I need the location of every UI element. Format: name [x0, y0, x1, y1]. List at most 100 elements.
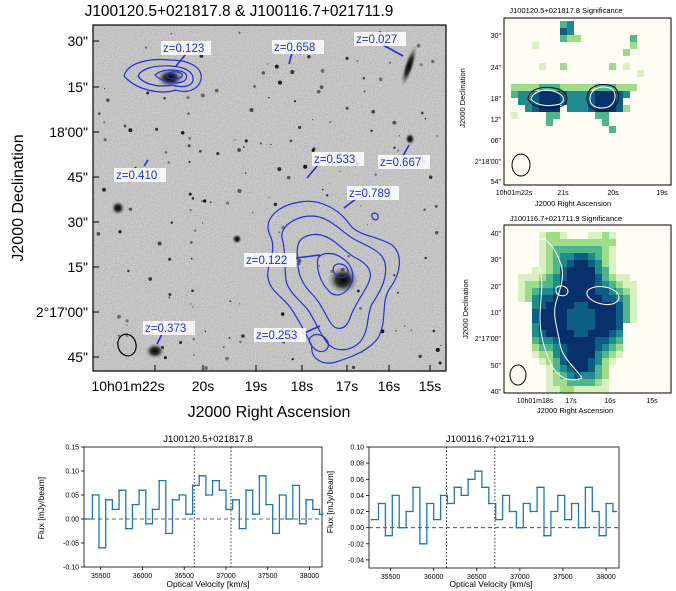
main-y-tick-label: 30"	[67, 33, 88, 49]
sig2-frame	[503, 224, 672, 394]
spectrum-point	[278, 494, 281, 496]
main-y-tick-label: 18'00"	[49, 124, 88, 140]
galaxy-left-edge	[111, 201, 125, 215]
spectrum-point	[460, 494, 463, 497]
galaxy-mid	[232, 234, 242, 244]
star	[191, 289, 194, 293]
significance-cell	[602, 372, 609, 379]
spectrum-point	[198, 474, 201, 477]
significance-cell	[630, 42, 637, 49]
significance-cell	[511, 84, 518, 91]
sig2-y-tick-label: 30"	[491, 257, 502, 264]
spectrum-point	[515, 526, 518, 529]
significance-cell	[567, 239, 574, 246]
significance-cell	[623, 302, 630, 309]
significance-cell	[581, 84, 588, 91]
significance-cell	[588, 330, 595, 337]
star	[356, 60, 359, 62]
significance-cell	[511, 112, 518, 119]
significance-cell	[567, 28, 574, 35]
significance-cell	[553, 295, 560, 302]
star	[192, 337, 195, 341]
significance-cell	[581, 316, 588, 323]
significance-cell	[602, 309, 609, 316]
significance-cell	[553, 232, 560, 239]
y-tick-label: 0.06	[350, 477, 364, 484]
significance-cell	[560, 21, 567, 28]
significance-cell	[574, 323, 581, 330]
spectrum-point	[487, 502, 490, 505]
sig2-x-tick-label: 17s	[565, 398, 577, 405]
significance-cell	[588, 274, 595, 281]
significance-cell	[595, 365, 602, 372]
spectrum-point	[151, 508, 154, 511]
significance-cell	[560, 379, 567, 386]
star	[312, 118, 314, 121]
significance-cell	[616, 91, 623, 98]
redshift-label: z=0.122	[246, 255, 287, 267]
significance-cell	[560, 365, 567, 372]
spectrum-point	[584, 486, 587, 489]
star	[351, 365, 356, 370]
star	[319, 85, 324, 89]
beam-ellipse	[117, 333, 137, 357]
star	[432, 329, 436, 333]
significance-cell	[588, 288, 595, 295]
significance-cell	[616, 98, 623, 105]
spectrum-point	[131, 503, 134, 506]
star	[155, 127, 159, 131]
significance-cell	[518, 91, 525, 98]
star	[222, 346, 225, 348]
spectrum-point	[598, 534, 601, 537]
sig1-pixel-map	[511, 21, 644, 133]
significance-panel-1: J100120.5+021817.8 Significance 30" 24" …	[458, 6, 672, 208]
significance-cell	[588, 105, 595, 112]
significance-cell	[525, 281, 532, 288]
spectrum-point	[563, 518, 566, 521]
star	[363, 90, 366, 93]
significance-cell	[553, 337, 560, 344]
significance-cell	[609, 344, 616, 351]
star	[357, 289, 360, 293]
significance-cell	[602, 253, 609, 260]
significance-cell	[567, 288, 574, 295]
significance-cell	[609, 316, 616, 323]
significance-cell	[623, 288, 630, 295]
significance-cell	[539, 344, 546, 351]
significance-cell	[623, 309, 630, 316]
significance-cell	[574, 35, 581, 42]
significance-cell	[546, 112, 553, 119]
y-tick-label: 0.04	[350, 493, 364, 500]
significance-cell	[623, 274, 630, 281]
significance-cell	[588, 337, 595, 344]
spectrum-point	[91, 494, 94, 496]
significance-cell	[616, 316, 623, 323]
significance-cell	[609, 358, 616, 365]
significance-cell	[609, 330, 616, 337]
significance-cell	[546, 267, 553, 274]
significance-cell	[553, 267, 560, 274]
star	[378, 77, 383, 82]
significance-cell	[581, 344, 588, 351]
star	[225, 356, 229, 361]
significance-cell	[525, 274, 532, 281]
star	[148, 277, 153, 281]
significance-cell	[567, 84, 574, 91]
star	[268, 96, 270, 99]
star	[311, 148, 315, 152]
spectrum-point	[231, 498, 234, 501]
significance-cell	[602, 288, 609, 295]
spectrum-point	[605, 502, 607, 505]
significance-cell	[567, 246, 574, 253]
star	[167, 161, 171, 164]
spectrum-point	[405, 510, 407, 513]
significance-cell	[574, 344, 581, 351]
significance-cell	[567, 295, 574, 302]
star	[244, 139, 248, 143]
star	[225, 201, 230, 205]
star	[216, 151, 220, 156]
significance-cell	[581, 386, 588, 393]
star	[440, 344, 442, 346]
spectrum-point	[536, 486, 538, 489]
